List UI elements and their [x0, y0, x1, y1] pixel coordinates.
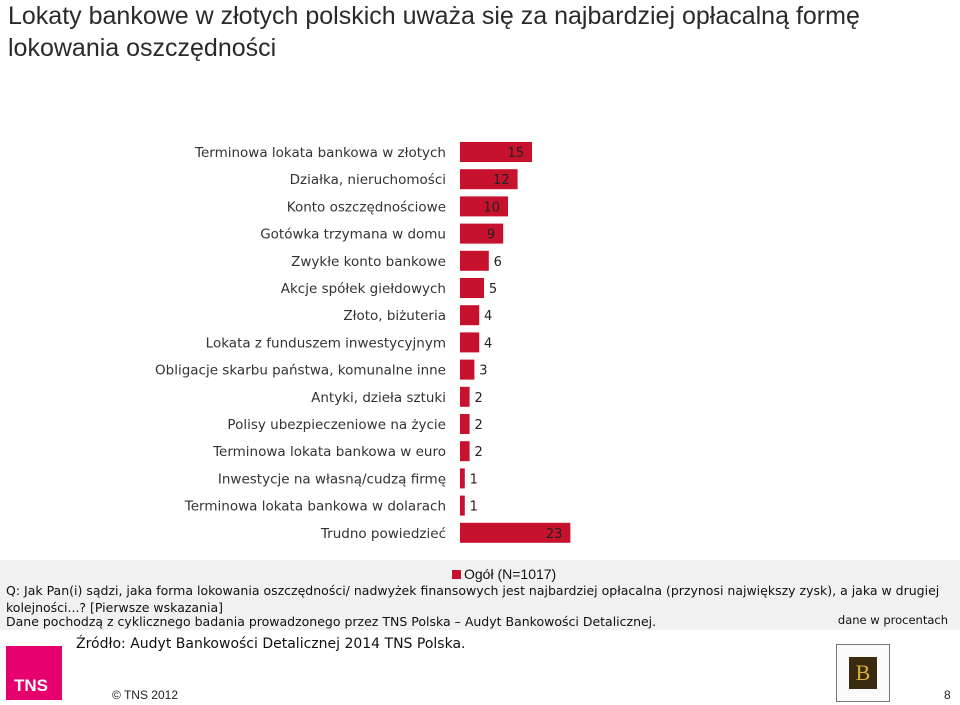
data-label: 1: [470, 500, 478, 515]
category-label: Gotówka trzymana w domu: [260, 227, 446, 243]
bar: [460, 468, 465, 489]
category-label: Lokata z funduszem inwestycyjnym: [206, 335, 446, 351]
category-label: Trudno powiedzieć: [320, 526, 446, 542]
unit-note: dane w procentach: [837, 613, 948, 627]
bar: [460, 169, 518, 190]
bar: [460, 359, 475, 380]
bar: [460, 142, 532, 162]
data-label: 9: [487, 228, 495, 243]
bar: [460, 305, 480, 326]
survey-question: Q: Jak Pan(i) sądzi, jaka forma lokowani…: [6, 583, 940, 615]
data-label: 5: [489, 282, 497, 297]
bar: [460, 196, 508, 217]
data-label: 15: [507, 146, 524, 161]
bar: [460, 278, 484, 298]
bar: [460, 441, 470, 462]
bar: [460, 386, 470, 407]
data-label: 4: [484, 309, 492, 324]
question-band: [0, 560, 960, 630]
category-label: Zwykłe konto bankowe: [291, 254, 446, 270]
category-label: Złoto, biżuteria: [343, 308, 446, 324]
data-label: 2: [474, 391, 482, 406]
page-title: Lokaty bankowe w złotych polskich uważa …: [8, 2, 860, 62]
data-label: 2: [474, 418, 482, 433]
source-note: Źródło: Audyt Bankowości Detalicznej 201…: [76, 636, 466, 652]
category-label: Konto oszczędnościowe: [287, 199, 446, 215]
category-label: Obligacje skarbu państwa, komunalne inne: [155, 363, 446, 379]
data-label: 4: [484, 336, 492, 351]
category-label: Inwestycje na własną/cudzą firmę: [218, 471, 446, 487]
tns-logo: TNS: [6, 646, 62, 700]
data-label: 6: [494, 255, 502, 270]
copyright: © TNS 2012: [112, 688, 178, 702]
data-label: 2: [474, 445, 482, 460]
category-label: Działka, nieruchomości: [290, 172, 446, 188]
chart-legend: Ogół (N=1017): [452, 566, 556, 582]
data-label: 10: [483, 200, 500, 215]
legend-swatch: [452, 569, 461, 579]
bank-association-seal-icon: B: [836, 644, 890, 702]
bar: [460, 522, 571, 543]
bar: [460, 332, 480, 353]
category-label: Terminowa lokata bankowa w euro: [212, 444, 446, 460]
bar: [460, 250, 489, 271]
data-label: 12: [493, 173, 510, 188]
data-label: 3: [479, 364, 487, 379]
category-label: Polisy ubezpieczeniowe na życie: [227, 417, 446, 433]
bar: [460, 495, 465, 516]
category-label: Terminowa lokata bankowa w złotych: [194, 145, 446, 161]
bar: [460, 223, 504, 244]
bar-chart: Terminowa lokata bankowa w złotych 15Dzia…: [155, 142, 571, 543]
bar: [460, 414, 470, 434]
page-number: 8: [944, 688, 951, 702]
category-label: Antyki, dzieła sztuki: [311, 390, 446, 406]
data-label: 23: [546, 527, 563, 542]
data-label: 1: [470, 472, 478, 487]
category-label: Akcje spółek giełdowych: [281, 281, 446, 297]
legend-label: Ogół (N=1017): [464, 566, 557, 582]
data-source-note: Dane pochodzą z cyklicznego badania prow…: [6, 614, 657, 629]
category-label: Terminowa lokata bankowa w dolarach: [184, 499, 446, 515]
